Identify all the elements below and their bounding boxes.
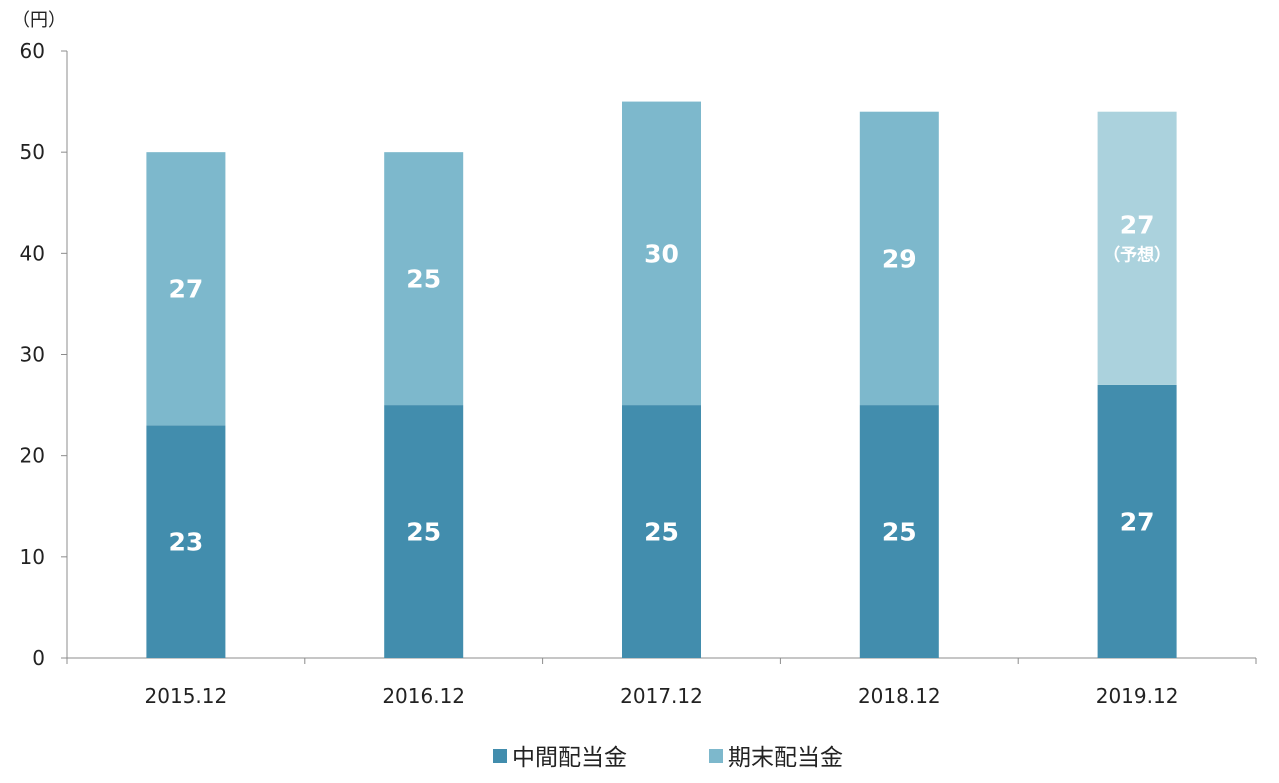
data-label: 25 <box>882 518 917 547</box>
y-tick-label: 0 <box>32 646 45 670</box>
legend: 中間配当金 期末配当金 <box>493 745 843 771</box>
x-tick-label: 2015.12 <box>145 684 228 708</box>
y-tick-label: 50 <box>20 140 45 164</box>
data-label: 29 <box>882 244 917 273</box>
data-label: 30 <box>644 239 679 268</box>
x-tick-label: 2018.12 <box>858 684 941 708</box>
data-label: 27 <box>169 275 204 304</box>
y-tick-label: 40 <box>20 241 45 265</box>
y-tick-label: 60 <box>20 39 45 63</box>
bar-segment-interim-2016.12 <box>384 405 464 658</box>
x-tick-label: 2016.12 <box>382 684 465 708</box>
bar-segment-year-end-2019.12 <box>1097 111 1177 385</box>
data-label: 27 <box>1120 507 1155 536</box>
data-label: 25 <box>406 518 441 547</box>
bar-segment-year-end-2017.12 <box>622 101 701 406</box>
bar-segment-year-end-2015.12 <box>146 152 226 426</box>
y-tick-label: 30 <box>20 343 45 367</box>
legend-swatch <box>709 749 723 763</box>
bars <box>146 101 1177 658</box>
bar-segment-interim-2019.12 <box>1097 384 1177 658</box>
y-tick-label: 20 <box>20 444 45 468</box>
data-label: 25 <box>644 518 679 547</box>
bar-segment-interim-2015.12 <box>146 425 226 658</box>
bar-segment-interim-2018.12 <box>859 405 939 658</box>
y-unit-label: （円） <box>12 10 66 31</box>
y-tick-label: 10 <box>20 545 45 569</box>
legend-label: 期末配当金 <box>728 745 843 771</box>
legend-label: 中間配当金 <box>512 745 627 771</box>
data-label: 25 <box>406 265 441 294</box>
x-tick-label: 2017.12 <box>620 684 703 708</box>
forecast-note: （予想） <box>1103 244 1171 265</box>
data-label: 27 <box>1120 210 1155 239</box>
data-labels: 23 27 25 25 25 30 25 29 27 27 （予想） <box>169 210 1172 556</box>
bar-segment-interim-2017.12 <box>622 405 701 658</box>
data-label: 23 <box>169 528 204 557</box>
bar-segment-year-end-2018.12 <box>859 111 939 406</box>
bar-segment-year-end-2016.12 <box>384 152 464 406</box>
x-tick-label: 2019.12 <box>1096 684 1179 708</box>
legend-swatch <box>493 749 507 763</box>
axes: 0 10 20 30 40 50 60 2015.12 2016.12 2017.12 2018.1… <box>20 39 1257 708</box>
